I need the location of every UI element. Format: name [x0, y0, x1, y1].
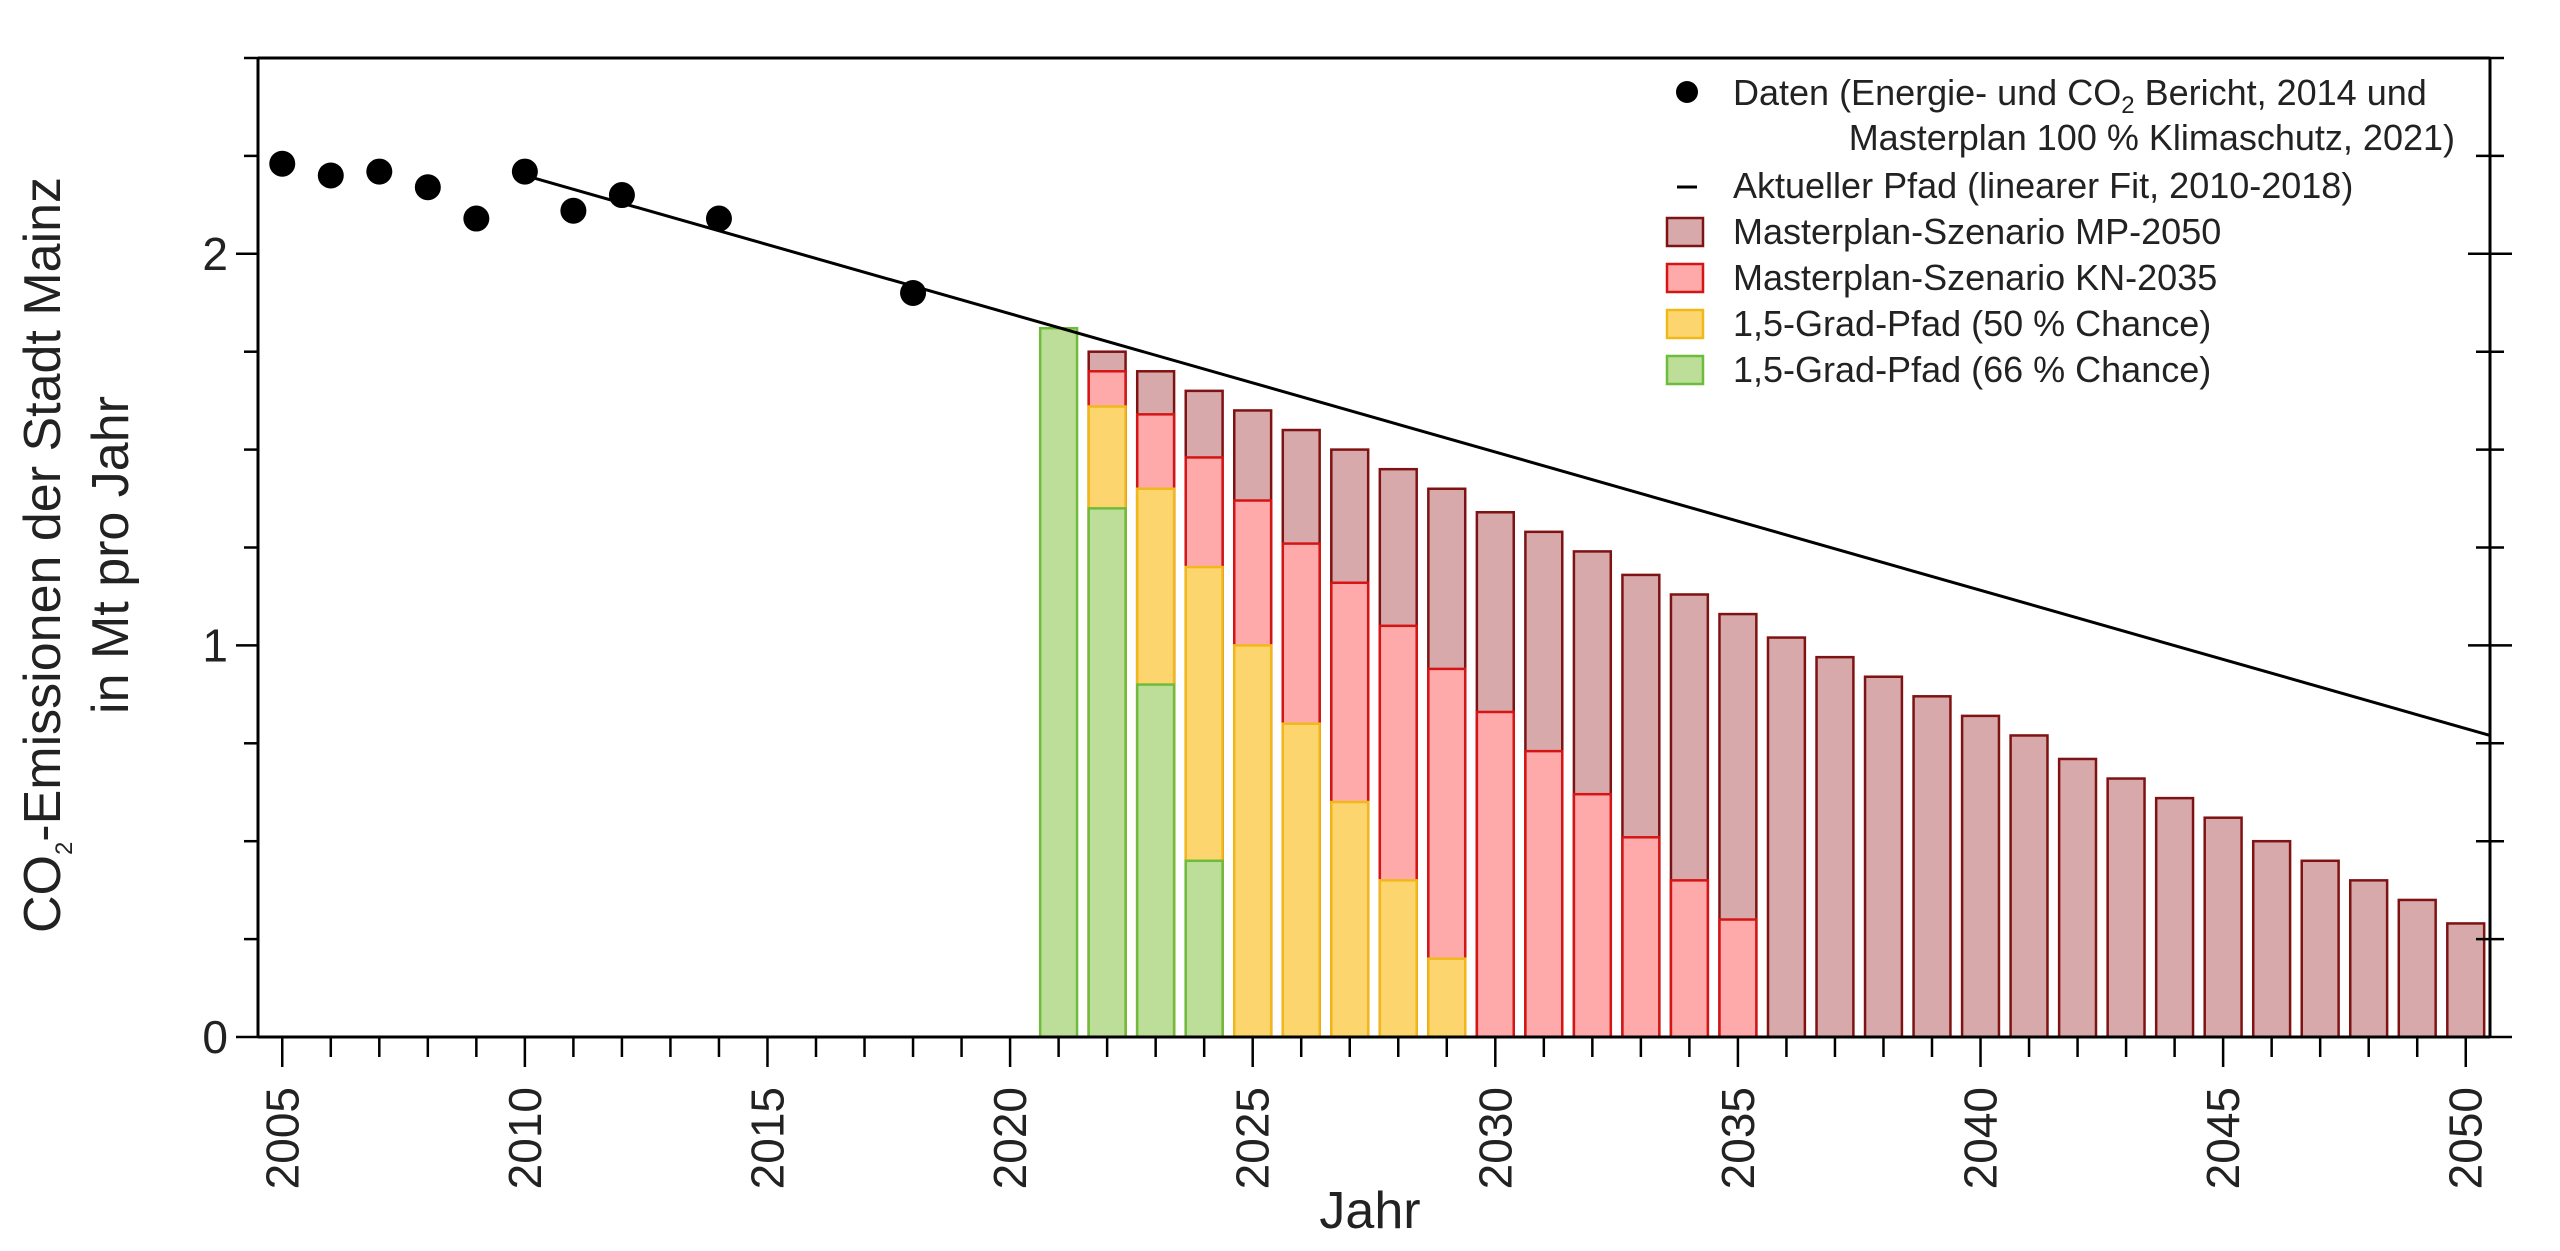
y-tick-label-0: 0	[202, 1011, 228, 1063]
bar-kn2035-2030	[1475, 710, 1515, 1039]
legend-swatch-p50	[1665, 308, 1705, 340]
legend-label-data-line2: Masterplan 100 % Klimaschutz, 2021)	[1849, 117, 2455, 158]
data-point-2005	[269, 150, 296, 177]
bar-kn2035-2034	[1669, 879, 1710, 1039]
data-point-2007	[366, 158, 393, 185]
data-point-2006	[317, 162, 344, 189]
bar-mp2050-2039	[1912, 695, 1952, 1039]
bar-p66-2021	[1038, 326, 1079, 1039]
bar-mp2050-2040	[1960, 714, 2001, 1039]
bar-kn2035-2031	[1524, 749, 1564, 1039]
legend-label-kn2035: Masterplan-Szenario KN-2035	[1733, 257, 2217, 298]
bar-mp2050-2047	[2300, 859, 2340, 1039]
data-point-2009	[463, 205, 490, 232]
bar-mp2050-2037	[1815, 655, 1855, 1039]
bar-p50-2029	[1427, 957, 1467, 1039]
bar-mp2050-2045	[2203, 816, 2243, 1039]
bar-mp2050-2046	[2251, 839, 2292, 1039]
x-tick-label-2010: 2010	[499, 1087, 551, 1189]
x-axis-title: Jahr	[1319, 1182, 1420, 1240]
data-points-layer	[269, 150, 927, 306]
x-tick-label-2035: 2035	[1712, 1087, 1764, 1189]
y-tick-label-2: 2	[202, 228, 228, 280]
legend-marker-data	[1676, 81, 1698, 103]
legend-swatch-p66	[1665, 354, 1705, 386]
bar-kn2035-2035	[1718, 918, 1758, 1039]
bar-mp2050-2043	[2106, 777, 2146, 1039]
bar-mp2050-2048	[2349, 879, 2389, 1039]
y-tick-label-1: 1	[202, 619, 228, 671]
x-tick-label-2015: 2015	[741, 1087, 793, 1189]
legend-label-p66: 1,5-Grad-Pfad (66 % Chance)	[1733, 349, 2211, 390]
legend: Daten (Energie- und CO2 Bericht, 2014 un…	[1665, 72, 2455, 390]
bar-p50-2027	[1330, 800, 1370, 1039]
x-tick-label-2045: 2045	[2197, 1087, 2249, 1189]
x-tick-label-2020: 2020	[984, 1087, 1036, 1189]
legend-label-mp2050: Masterplan-Szenario MP-2050	[1733, 211, 2221, 252]
data-point-2011	[560, 197, 587, 224]
bar-kn2035-2033	[1621, 836, 1661, 1039]
x-tick-label-2025: 2025	[1227, 1087, 1279, 1189]
bar-mp2050-2041	[2009, 734, 2049, 1039]
data-point-2012	[608, 182, 635, 209]
x-tick-label-2030: 2030	[1469, 1087, 1521, 1189]
legend-swatch-kn2035	[1665, 262, 1705, 294]
legend-label-data: Daten (Energie- und CO2 Bericht, 2014 un…	[1733, 72, 2427, 119]
data-point-2008	[414, 174, 441, 201]
y-axis-title-line2: in Mt pro Jahr	[82, 396, 140, 714]
data-point-2018	[900, 279, 927, 306]
bar-p66-2022	[1087, 507, 1127, 1039]
y-axis-title-line1: CO2-Emissionen der Stadt Mainz	[14, 177, 78, 933]
bar-p66-2024	[1184, 859, 1224, 1039]
ticks-layer: 2005 2010 2015 2020 2025 2030 2035 2040 2045 2050…	[202, 56, 2512, 1189]
legend-label-trend: Aktueller Pfad (linearer Fit, 2010-2018)	[1733, 165, 2353, 206]
bar-p50-2026	[1281, 722, 1321, 1039]
bar-mp2050-2049	[2397, 898, 2437, 1039]
trend-line	[524, 174, 2491, 737]
bar-p50-2025	[1233, 644, 1273, 1039]
y-axis-title: CO2-Emissionen der Stadt Mainz in Mt pro…	[14, 177, 140, 933]
bar-kn2035-2032	[1572, 792, 1613, 1039]
bar-mp2050-2036	[1766, 636, 1807, 1039]
bar-mp2050-2038	[1863, 675, 1904, 1039]
bar-mp2050-2042	[2057, 757, 2098, 1039]
bar-mp2050-2050	[2446, 922, 2486, 1039]
bar-p50-2028	[1378, 879, 1418, 1039]
x-tick-label-2050: 2050	[2440, 1087, 2492, 1189]
data-point-2010	[511, 158, 538, 185]
legend-label-p50: 1,5-Grad-Pfad (50 % Chance)	[1733, 303, 2211, 344]
bars-layer	[1038, 326, 2486, 1039]
trend-line-layer	[524, 174, 2491, 737]
legend-swatch-mp2050	[1665, 216, 1705, 248]
bar-p66-2023	[1135, 683, 1176, 1039]
bar-mp2050-2044	[2154, 796, 2195, 1039]
data-point-2014	[705, 205, 732, 232]
x-tick-label-2005: 2005	[256, 1087, 308, 1189]
x-tick-label-2040: 2040	[1955, 1087, 2007, 1189]
